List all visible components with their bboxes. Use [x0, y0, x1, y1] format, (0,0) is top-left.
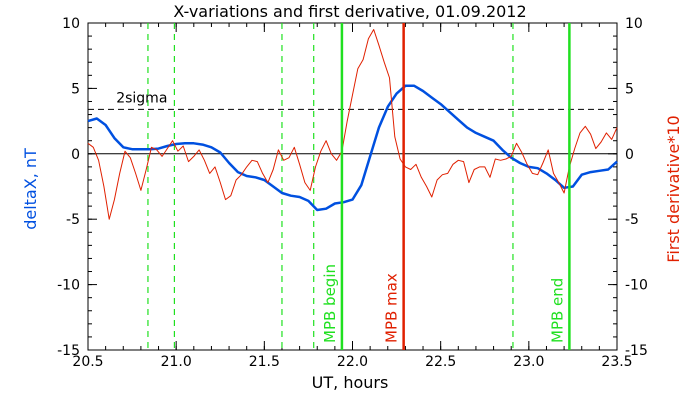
x-tick-label: 22.0: [337, 354, 368, 370]
x-tick-label: 23.5: [601, 354, 632, 370]
x-tick-label: 22.5: [425, 354, 456, 370]
plot-area: 20.5 21.0 21.5 22.0 22.5 23.0 23.5-15 -15-10 -10…: [57, 16, 648, 370]
x-tick-label: 21.0: [161, 354, 192, 370]
chart-title: X-variations and first derivative, 01.09…: [173, 2, 526, 21]
x-tick-label: 21.5: [249, 354, 280, 370]
right-axis-label: First derivative*10: [664, 115, 683, 262]
x-tick-label: 23.0: [513, 354, 544, 370]
left-axis-label: deltaX, nT: [21, 148, 40, 230]
y-left-tick-label: -15: [57, 343, 80, 359]
x-tick-label: 20.5: [72, 354, 103, 370]
y-right-tick-label: -15: [625, 343, 648, 359]
event-marker-label: MPB begin: [321, 264, 339, 343]
y-right-tick-label: -5: [625, 212, 639, 228]
y-right-tick-label: 5: [625, 81, 634, 97]
derivative-series-line: [87, 29, 618, 220]
x-axis-label: UT, hours: [312, 373, 389, 392]
event-marker-label: MPB max: [383, 273, 401, 343]
y-right-tick-label: 10: [625, 16, 643, 32]
y-left-tick-label: 5: [71, 81, 80, 97]
event-marker-label: MPB end: [548, 278, 566, 343]
y-left-tick-label: 0: [71, 147, 80, 163]
y-right-tick-label: -10: [625, 278, 648, 294]
y-left-tick-label: 10: [62, 16, 80, 32]
plot-frame: [87, 22, 618, 351]
y-left-tick-label: -10: [57, 278, 80, 294]
y-left-tick-label: -5: [66, 212, 80, 228]
sigma-label: 2sigma: [116, 90, 167, 106]
y-right-tick-label: 0: [625, 147, 634, 163]
